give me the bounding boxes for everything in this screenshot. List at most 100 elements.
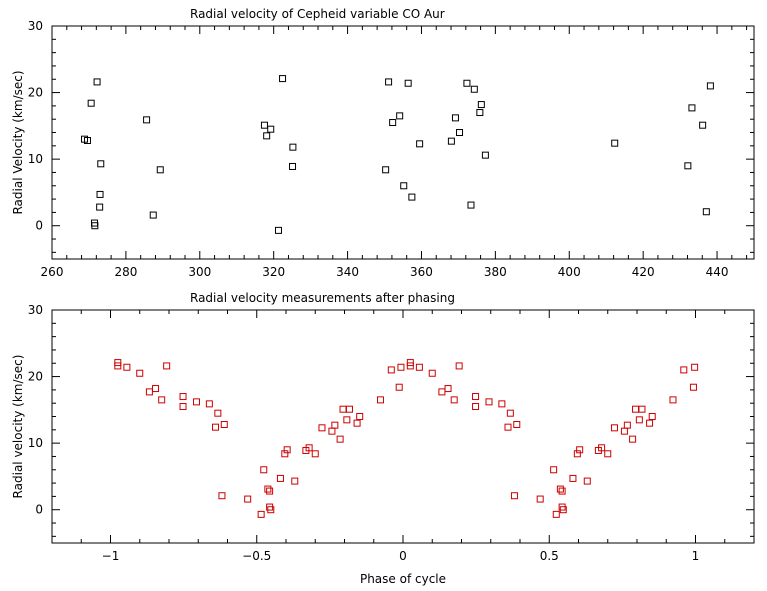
data-point <box>583 477 591 485</box>
velocity-time-panel: Radial velocity of Cepheid variable CO A… <box>11 7 755 279</box>
data-point <box>382 166 390 174</box>
data-point <box>438 388 446 396</box>
x-tick-label: 0 <box>399 549 407 563</box>
data-point <box>328 427 336 435</box>
x-tick-label: 420 <box>632 265 655 279</box>
data-point <box>598 444 606 452</box>
data-point <box>163 362 171 370</box>
data-point <box>397 363 405 371</box>
data-point <box>305 444 313 452</box>
phased-velocity-panel: Radial velocity measurements after phasi… <box>11 291 755 586</box>
data-point <box>96 203 104 211</box>
data-point <box>569 474 577 482</box>
x-tick-label: 1 <box>692 549 700 563</box>
data-point <box>220 421 228 429</box>
data-point <box>611 139 619 147</box>
data-point <box>289 143 297 151</box>
y-axis-title: Radial Velocity (km/sec) <box>11 70 25 214</box>
data-point <box>648 413 656 421</box>
data-point <box>513 421 521 429</box>
data-point <box>400 182 408 190</box>
data-point <box>404 79 412 87</box>
data-point <box>356 413 364 421</box>
data-point <box>447 137 455 145</box>
data-point <box>158 396 166 404</box>
y-tick-label: 0 <box>35 503 43 517</box>
data-point <box>428 369 436 377</box>
data-point <box>311 450 319 458</box>
data-point <box>192 398 200 406</box>
x-tick-label: 380 <box>484 265 507 279</box>
data-point <box>179 403 187 411</box>
x-tick-label: 440 <box>706 265 729 279</box>
data-point <box>283 446 291 454</box>
data-point <box>472 393 480 401</box>
x-tick-label: −0.5 <box>242 549 271 563</box>
data-point <box>444 385 452 393</box>
data-point <box>145 388 153 396</box>
x-tick-label: −1 <box>102 549 120 563</box>
data-point <box>343 416 351 424</box>
y-tick-label: 10 <box>28 436 43 450</box>
data-point <box>91 222 99 230</box>
data-point <box>408 193 416 201</box>
data-point <box>218 492 226 500</box>
data-point <box>638 405 646 413</box>
data-point <box>260 466 268 474</box>
data-point <box>389 119 397 127</box>
data-point <box>266 487 274 495</box>
data-point <box>281 450 289 458</box>
data-point <box>274 226 282 234</box>
data-point <box>536 495 544 503</box>
data-point <box>552 510 560 518</box>
data-point <box>87 99 95 107</box>
data-point <box>212 423 220 431</box>
data-point <box>510 492 518 500</box>
data-point <box>376 396 384 404</box>
data-point <box>152 385 160 393</box>
y-tick-label: 30 <box>28 303 43 317</box>
plot-frame <box>51 25 755 260</box>
data-point <box>149 211 157 219</box>
data-point <box>470 85 478 93</box>
data-point <box>114 362 122 370</box>
data-point <box>476 109 484 117</box>
data-point <box>604 450 612 458</box>
data-point <box>96 190 104 198</box>
data-point <box>331 421 339 429</box>
chart-title: Radial velocity of Cepheid variable CO A… <box>190 7 445 21</box>
y-tick-label: 10 <box>28 152 43 166</box>
data-point <box>264 485 272 493</box>
y-tick-label: 20 <box>28 370 43 384</box>
x-tick-label: 0.5 <box>540 549 559 563</box>
data-point <box>244 495 252 503</box>
data-point <box>699 121 707 129</box>
data-point <box>463 79 471 87</box>
data-point <box>276 474 284 482</box>
data-point <box>267 125 275 133</box>
data-point <box>336 435 344 443</box>
data-point <box>646 419 654 427</box>
data-point <box>450 396 458 404</box>
y-axis-title: Radial velocity (km/sec) <box>11 355 25 499</box>
data-point <box>620 427 628 435</box>
data-point <box>610 424 618 432</box>
data-point <box>93 78 101 86</box>
data-point <box>396 112 404 120</box>
x-tick-label: 340 <box>336 265 359 279</box>
data-point <box>416 140 424 148</box>
data-point <box>257 510 265 518</box>
data-point <box>395 383 403 391</box>
data-point <box>291 477 299 485</box>
data-point <box>498 400 506 408</box>
y-tick-label: 30 <box>28 19 43 33</box>
data-point <box>267 506 275 514</box>
x-tick-label: 320 <box>262 265 285 279</box>
data-point <box>263 132 271 140</box>
data-point <box>456 129 464 137</box>
data-point <box>467 201 475 209</box>
data-point <box>481 151 489 159</box>
data-point <box>136 369 144 377</box>
data-point <box>702 208 710 216</box>
